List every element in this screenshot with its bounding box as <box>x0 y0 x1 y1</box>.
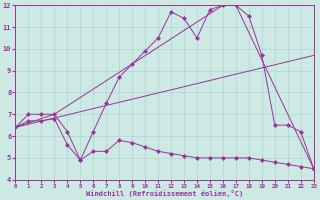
X-axis label: Windchill (Refroidissement éolien,°C): Windchill (Refroidissement éolien,°C) <box>86 190 243 197</box>
